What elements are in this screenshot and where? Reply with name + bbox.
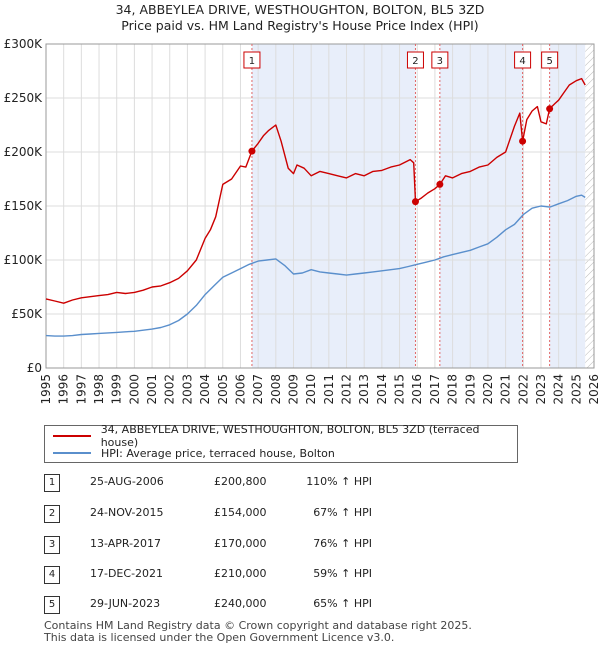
sale-label-box [541,51,559,69]
sale-label-box [406,51,424,69]
sale-point [546,105,554,113]
sale-point [436,180,444,188]
y-tick-label: £50K [11,307,43,321]
transaction-price: £240,000 [214,597,267,610]
transaction-price: £210,000 [214,567,267,580]
x-tick-label: 2007 [251,374,265,405]
x-tick-label: 2025 [569,374,583,405]
footer-license: This data is licensed under the Open Gov… [44,631,395,644]
x-tick-label: 2006 [233,374,247,405]
x-tick-label: 2017 [428,374,442,405]
title-line-2: Price paid vs. HM Land Registry's House … [121,18,479,33]
sale-label: 5 [546,56,552,67]
transaction-price: £170,000 [214,537,267,550]
transaction-hpi: 59% ↑ HPI [313,567,372,580]
x-tick-label: 2002 [163,374,177,405]
sale-label-box [514,51,532,69]
y-tick-label: £200K [4,145,44,159]
transaction-date: 25-AUG-2006 [90,475,164,488]
x-tick-label: 2000 [127,374,141,405]
x-tick-label: 2021 [499,374,513,405]
transaction-number: 2 [44,505,60,523]
transaction-row: 3 13-APR-2017 £170,000 76% ↑ HPI [44,536,544,556]
transaction-hpi: 76% ↑ HPI [313,537,372,550]
x-tick-label: 1998 [92,374,106,405]
x-tick-label: 1995 [39,374,53,405]
x-tick-label: 2019 [463,374,477,405]
x-tick-label: 2026 [587,374,600,405]
sale-point [411,198,419,206]
sale-label: 2 [412,56,418,67]
x-tick-label: 2018 [446,374,460,405]
y-tick-label: £100K [4,253,44,267]
sale-label: 3 [437,56,443,67]
x-tick-label: 2024 [552,374,566,405]
sale-point [248,147,256,155]
transaction-date: 29-JUN-2023 [90,597,161,610]
transaction-row: 1 25-AUG-2006 £200,800 110% ↑ HPI [44,474,544,494]
x-tick-label: 2003 [180,374,194,405]
series-line-hpi [45,194,586,337]
footer: Contains HM Land Registry data © Crown c… [44,620,472,644]
sale-label-box [431,51,449,69]
x-tick-label: 2005 [216,374,230,405]
x-tick-label: 2014 [375,374,389,405]
x-tick-label: 2011 [322,374,336,405]
chart-title: 34, ABBEYLEA DRIVE, WESTHOUGHTON, BOLTON… [0,2,600,34]
x-tick-label: 2008 [269,374,283,405]
legend-swatch-hpi [53,452,91,454]
y-tick-label: £150K [4,199,44,213]
x-tick-label: 2012 [340,374,354,405]
title-line-1: 34, ABBEYLEA DRIVE, WESTHOUGHTON, BOLTON… [115,2,485,17]
x-tick-label: 2013 [357,374,371,405]
series-line-property [45,77,586,304]
transaction-hpi: 65% ↑ HPI [313,597,372,610]
sale-label-box [243,51,261,69]
x-tick-label: 2020 [481,374,495,405]
y-tick-label: £300K [4,37,44,51]
transaction-row: 5 29-JUN-2023 £240,000 65% ↑ HPI [44,596,544,616]
transaction-number: 3 [44,536,60,554]
x-tick-label: 2022 [516,374,530,405]
sale-label: 1 [249,56,255,67]
transaction-hpi: 110% ↑ HPI [306,475,372,488]
transaction-date: 13-APR-2017 [90,537,162,550]
x-tick-label: 2004 [198,374,212,405]
legend-item-hpi: HPI: Average price, terraced house, Bolt… [53,445,335,461]
legend-item-property: 34, ABBEYLEA DRIVE, WESTHOUGHTON, BOLTON… [53,423,517,449]
x-tick-label: 1999 [110,374,124,405]
y-tick-label: £0 [27,361,42,375]
transaction-price: £200,800 [214,475,267,488]
transaction-number: 4 [44,566,60,584]
y-tick-label: £250K [4,91,44,105]
footer-copyright: Contains HM Land Registry data © Crown c… [44,619,472,632]
transaction-number: 5 [44,596,60,614]
x-tick-label: 2016 [410,374,424,405]
x-tick-label: 2001 [145,374,159,405]
sale-point [519,137,527,145]
transaction-row: 2 24-NOV-2015 £154,000 67% ↑ HPI [44,505,544,525]
x-tick-label: 2015 [393,374,407,405]
legend: 34, ABBEYLEA DRIVE, WESTHOUGHTON, BOLTON… [44,423,518,463]
transaction-hpi: 67% ↑ HPI [313,506,372,519]
legend-label-property: 34, ABBEYLEA DRIVE, WESTHOUGHTON, BOLTON… [100,423,480,449]
x-tick-label: 2023 [534,374,548,405]
transaction-date: 17-DEC-2021 [90,567,164,580]
x-tick-label: 1996 [57,374,71,405]
plot-frame [45,43,595,369]
sale-label: 4 [519,56,525,67]
transaction-date: 24-NOV-2015 [90,506,164,519]
legend-label-hpi: HPI: Average price, terraced house, Bolt… [101,446,335,460]
x-tick-label: 1997 [74,374,88,405]
x-tick-label: 2009 [286,374,300,405]
x-tick-label: 2010 [304,374,318,405]
transaction-number: 1 [44,474,60,492]
transaction-price: £154,000 [214,506,267,519]
transaction-row: 4 17-DEC-2021 £210,000 59% ↑ HPI [44,566,544,586]
legend-swatch-property [53,435,91,437]
